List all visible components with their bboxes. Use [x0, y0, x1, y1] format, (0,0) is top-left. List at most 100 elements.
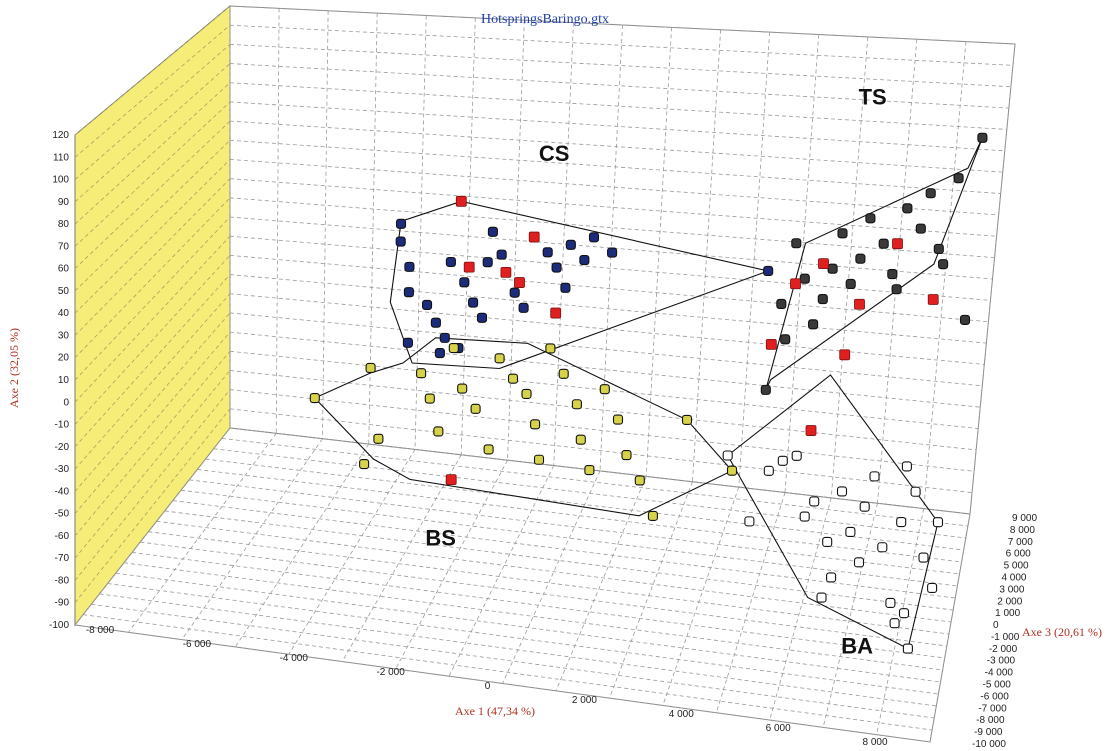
- point-ts: [799, 273, 810, 284]
- point-ba: [744, 516, 755, 527]
- back-wall-vertical-gridline: [969, 43, 1016, 515]
- floor-gridline: [148, 531, 949, 635]
- point-cs: [509, 287, 520, 298]
- floor-depth-gridline: [395, 460, 508, 670]
- back-wall-vertical-gridline: [692, 29, 722, 482]
- floor-gridline: [140, 541, 947, 647]
- point-ba: [777, 455, 788, 466]
- point-bs: [507, 373, 519, 384]
- back-wall-vertical-gridline: [599, 24, 623, 472]
- point-bs: [373, 433, 384, 444]
- point-ts: [878, 238, 889, 249]
- floor-gridline: [132, 552, 945, 659]
- point-ba: [816, 592, 827, 603]
- point-bs: [433, 426, 444, 437]
- point-ts: [925, 188, 936, 199]
- back-wall-gridline: [229, 178, 997, 237]
- y-tick-label: 30: [58, 330, 70, 341]
- y-axis-label: Axe 2 (32,05 %): [7, 328, 21, 408]
- point-ba: [898, 608, 910, 619]
- y-tick-label: 20: [58, 353, 70, 364]
- point-cs: [395, 236, 406, 247]
- back-wall-gridline: [229, 389, 975, 472]
- point-bs: [494, 353, 505, 364]
- floor-depth-gridline: [288, 449, 416, 655]
- point-ts: [933, 243, 944, 254]
- group-label-ts: TS: [859, 84, 887, 109]
- y-tick-label: 40: [58, 308, 70, 319]
- z-tick-label: 1 000: [995, 608, 1020, 619]
- point-ba: [901, 461, 912, 472]
- point-ts: [808, 319, 819, 330]
- floor-depth-gridline: [929, 513, 971, 743]
- y-tick-label: 70: [58, 241, 70, 252]
- point-ts: [887, 268, 898, 280]
- point-bs: [558, 368, 569, 379]
- z-tick-label: 0: [993, 620, 999, 631]
- point-cs: [434, 347, 445, 359]
- floor-depth-gridline: [341, 454, 462, 662]
- floor-gridline: [83, 614, 933, 731]
- z-tick-label: -2 000: [989, 644, 1018, 655]
- point-cs: [476, 312, 488, 323]
- back-wall-vertical-gridline: [414, 15, 427, 450]
- floor-depth-gridline: [876, 508, 925, 735]
- point-ba: [722, 450, 733, 461]
- point-cs: [445, 256, 456, 268]
- highlight-point: [550, 307, 562, 319]
- side-wall-gridline: [74, 159, 231, 314]
- side-wall-gridline: [74, 24, 231, 158]
- z-tick-label: -1 000: [991, 632, 1020, 643]
- y-tick-label: 10: [58, 375, 70, 386]
- point-cs: [421, 299, 433, 310]
- point-cs: [482, 257, 493, 268]
- data-points: [309, 132, 988, 654]
- back-wall-gridline: [229, 350, 979, 429]
- y-tick-label: 90: [58, 197, 70, 208]
- back-wall-gridline: [229, 254, 989, 323]
- side-wall-gridline: [74, 351, 231, 537]
- point-bs: [584, 465, 595, 476]
- point-cs: [468, 297, 479, 308]
- point-bs: [457, 383, 468, 394]
- point-cs: [588, 232, 600, 243]
- point-cs: [395, 218, 407, 229]
- point-bs: [470, 403, 481, 414]
- x-tick-label: -2 000: [376, 667, 405, 678]
- highlight-point: [805, 425, 817, 436]
- y-tick-label: -80: [55, 575, 70, 586]
- y-tick-label: 0: [63, 397, 69, 408]
- point-cs: [459, 277, 470, 288]
- point-ts: [902, 203, 913, 214]
- highlight-point: [854, 298, 865, 310]
- chart-walls: [74, 4, 1016, 743]
- back-wall-gridline: [229, 274, 987, 344]
- point-ts: [865, 213, 876, 224]
- z-tick-label: 8 000: [1010, 525, 1035, 536]
- floor-depth-gridline: [555, 476, 647, 691]
- y-tick-label: -20: [55, 442, 70, 453]
- highlight-point: [445, 474, 457, 486]
- highlight-point: [463, 261, 475, 273]
- point-bs: [424, 393, 435, 404]
- point-cs: [430, 317, 441, 328]
- highlight-point: [500, 266, 512, 278]
- x-tick-label: 6 000: [766, 723, 791, 734]
- x-tick-label: 2 000: [572, 695, 597, 706]
- floor-gridline: [213, 448, 966, 539]
- back-wall-gridline: [229, 82, 1007, 130]
- x-axis-label: Axe 1 (47,34 %): [455, 704, 535, 718]
- point-cs: [487, 226, 498, 237]
- point-bs: [634, 475, 645, 486]
- y-tick-label: -100: [49, 620, 69, 631]
- point-ts: [855, 253, 866, 264]
- back-wall-gridline: [229, 235, 991, 301]
- floor-gridline: [197, 469, 962, 563]
- y-tick-label: -50: [55, 509, 70, 520]
- back-wall-gridline: [229, 408, 973, 494]
- point-bs: [612, 414, 624, 425]
- point-bs: [681, 414, 693, 425]
- floor-gridline: [205, 458, 964, 551]
- point-cs: [404, 261, 415, 272]
